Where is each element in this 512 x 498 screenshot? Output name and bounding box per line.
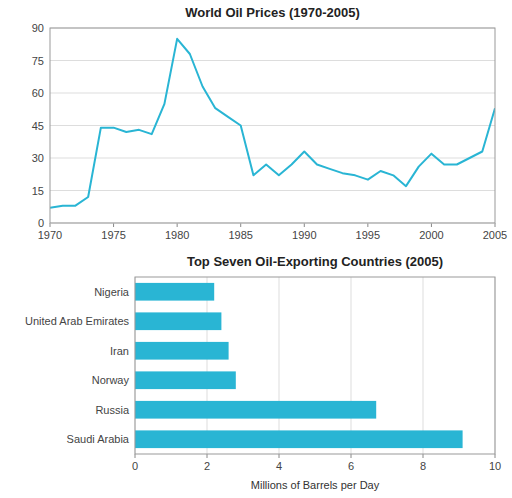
chart-title: Top Seven Oil-Exporting Countries (2005) [187,254,443,269]
tick-label: 0 [132,460,138,472]
tick-mark [207,454,208,458]
tick-label: 0 [38,217,44,229]
tick-label: 4 [276,460,282,472]
chart-title: World Oil Prices (1970-2005) [185,5,360,20]
bar [135,342,229,360]
tick-label: 1990 [292,229,316,241]
tick-label: 2005 [483,229,507,241]
tick-mark [113,223,114,227]
grid-line [50,93,495,94]
tick-mark [50,223,51,227]
grid-line [351,277,352,454]
tick-label: 10 [489,460,501,472]
chart-panel: Top Seven Oil-Exporting Countries (2005)… [25,254,501,491]
bar [135,312,221,330]
tick-label: 1970 [38,229,62,241]
tick-label: 1995 [356,229,380,241]
category-label: Norway [92,374,130,386]
grid-line [50,60,495,61]
plot-background [135,277,495,454]
tick-label: 1985 [228,229,252,241]
tick-label: 1975 [101,229,125,241]
plot-marks [50,39,495,208]
tick-label: 75 [32,55,44,67]
chart-panel: World Oil Prices (1970-2005) 1970 1975 1980… [32,5,507,241]
category-label: Saudi Arabia [67,433,130,445]
bar [135,430,463,448]
axis-label: Millions of Barrels per Day [251,479,380,491]
tick-mark [495,454,496,458]
grid-line [50,125,495,126]
tick-label: 2000 [419,229,443,241]
tick-label: 45 [32,120,44,132]
bar [135,401,376,419]
tick-label: 2 [204,460,210,472]
tick-mark [423,454,424,458]
tick-mark [135,454,136,458]
grid-line [423,277,424,454]
tick-label: 6 [348,460,354,472]
tick-mark [351,454,352,458]
bar [135,283,214,301]
plot-background [50,28,495,223]
grid-line [207,277,208,454]
tick-mark [495,223,496,227]
tick-mark [240,223,241,227]
data-line [50,39,495,208]
tick-mark [367,223,368,227]
tick-label: 8 [420,460,426,472]
plot-frame [50,28,495,223]
tick-label: 60 [32,87,44,99]
category-label: Iran [110,345,129,357]
tick-label: 90 [32,22,44,34]
chart-root: World Oil Prices (1970-2005) 1970 1975 1980… [0,0,512,498]
tick-mark [177,223,178,227]
category-label: Nigeria [94,286,130,298]
tick-label: 30 [32,152,44,164]
tick-mark [431,223,432,227]
tick-label: 15 [32,185,44,197]
grid-line [279,277,280,454]
plot-marks [135,283,463,448]
category-label: United Arab Emirates [25,315,129,327]
tick-mark [279,454,280,458]
tick-label: 1980 [165,229,189,241]
plot-frame [135,277,495,454]
bar [135,371,236,389]
grid-line [50,190,495,191]
tick-mark [304,223,305,227]
category-label: Russia [95,404,130,416]
